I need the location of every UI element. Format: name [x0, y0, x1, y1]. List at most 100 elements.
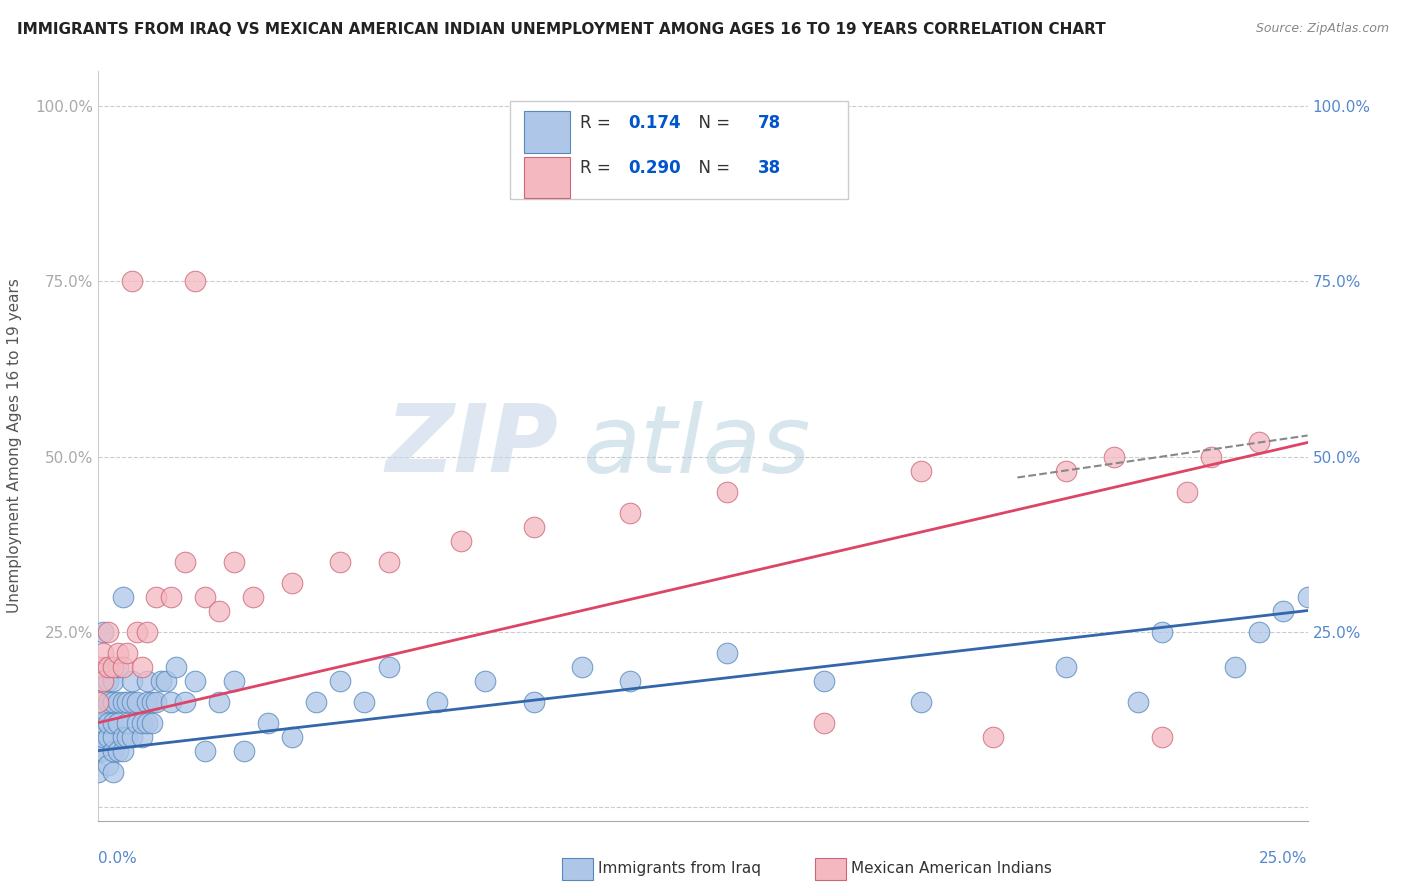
Point	[910, 463, 932, 477]
Point	[145, 695, 167, 709]
Point	[523, 695, 546, 709]
Point	[135, 695, 157, 709]
Point	[107, 743, 129, 757]
Point	[155, 673, 177, 688]
Point	[1128, 695, 1150, 709]
Point	[135, 715, 157, 730]
Point	[141, 695, 163, 709]
Text: Immigrants from Iraq: Immigrants from Iraq	[598, 862, 761, 876]
Point	[242, 590, 264, 604]
Point	[97, 624, 120, 639]
Point	[111, 590, 134, 604]
Point	[813, 673, 835, 688]
Point	[329, 555, 352, 569]
Point	[87, 715, 110, 730]
Point	[101, 743, 124, 757]
Point	[131, 715, 153, 730]
Point	[87, 659, 110, 673]
Point	[232, 743, 254, 757]
Point	[101, 730, 124, 744]
Point	[150, 673, 173, 688]
Point	[716, 646, 738, 660]
Point	[377, 555, 399, 569]
Point	[222, 673, 245, 688]
Point	[101, 715, 124, 730]
Point	[141, 715, 163, 730]
Point	[107, 715, 129, 730]
Point	[91, 715, 114, 730]
Point	[97, 715, 120, 730]
Point	[91, 743, 114, 757]
Y-axis label: Unemployment Among Ages 16 to 19 years: Unemployment Among Ages 16 to 19 years	[7, 278, 21, 614]
Point	[117, 730, 139, 744]
Point	[111, 743, 134, 757]
Point	[910, 695, 932, 709]
Point	[131, 730, 153, 744]
Point	[135, 624, 157, 639]
Point	[101, 695, 124, 709]
Point	[1152, 730, 1174, 744]
Point	[131, 659, 153, 673]
Point	[117, 695, 139, 709]
Point	[281, 730, 304, 744]
Point	[194, 590, 217, 604]
Point	[117, 715, 139, 730]
Point	[121, 695, 143, 709]
Point	[619, 673, 641, 688]
Point	[91, 659, 114, 673]
Point	[174, 555, 197, 569]
Point	[91, 673, 114, 688]
Text: R =: R =	[579, 160, 616, 178]
Point	[1199, 450, 1222, 464]
Point	[121, 275, 143, 289]
Point	[107, 695, 129, 709]
Point	[111, 695, 134, 709]
Text: IMMIGRANTS FROM IRAQ VS MEXICAN AMERICAN INDIAN UNEMPLOYMENT AMONG AGES 16 TO 19: IMMIGRANTS FROM IRAQ VS MEXICAN AMERICAN…	[17, 22, 1105, 37]
Point	[135, 673, 157, 688]
Text: ZIP: ZIP	[385, 400, 558, 492]
Point	[91, 673, 114, 688]
Text: 25.0%: 25.0%	[1260, 851, 1308, 865]
Text: Mexican American Indians: Mexican American Indians	[851, 862, 1052, 876]
Point	[305, 695, 328, 709]
Point	[1296, 590, 1319, 604]
Point	[97, 757, 120, 772]
Text: R =: R =	[579, 113, 616, 132]
Point	[222, 555, 245, 569]
Point	[117, 646, 139, 660]
Point	[107, 659, 129, 673]
Text: 0.0%: 0.0%	[98, 851, 138, 865]
Text: 38: 38	[758, 160, 780, 178]
Point	[91, 701, 114, 715]
Text: N =: N =	[689, 160, 735, 178]
Point	[174, 695, 197, 709]
Point	[981, 730, 1004, 744]
Point	[353, 695, 375, 709]
Point	[716, 484, 738, 499]
Point	[571, 659, 593, 673]
Point	[121, 730, 143, 744]
Point	[450, 533, 472, 548]
Point	[101, 764, 124, 779]
Point	[97, 659, 120, 673]
Text: atlas: atlas	[582, 401, 810, 491]
Point	[111, 659, 134, 673]
Point	[160, 695, 183, 709]
Point	[101, 659, 124, 673]
Point	[87, 695, 110, 709]
Point	[127, 624, 149, 639]
Point	[1249, 435, 1271, 450]
Point	[256, 715, 278, 730]
Bar	[524, 112, 569, 153]
Point	[474, 673, 496, 688]
Text: 0.174: 0.174	[628, 113, 681, 132]
Point	[1249, 624, 1271, 639]
Point	[1272, 603, 1295, 617]
Point	[329, 673, 352, 688]
Point	[121, 673, 143, 688]
Point	[377, 659, 399, 673]
Point	[1054, 659, 1077, 673]
Point	[184, 275, 207, 289]
Point	[87, 743, 110, 757]
Point	[426, 695, 449, 709]
